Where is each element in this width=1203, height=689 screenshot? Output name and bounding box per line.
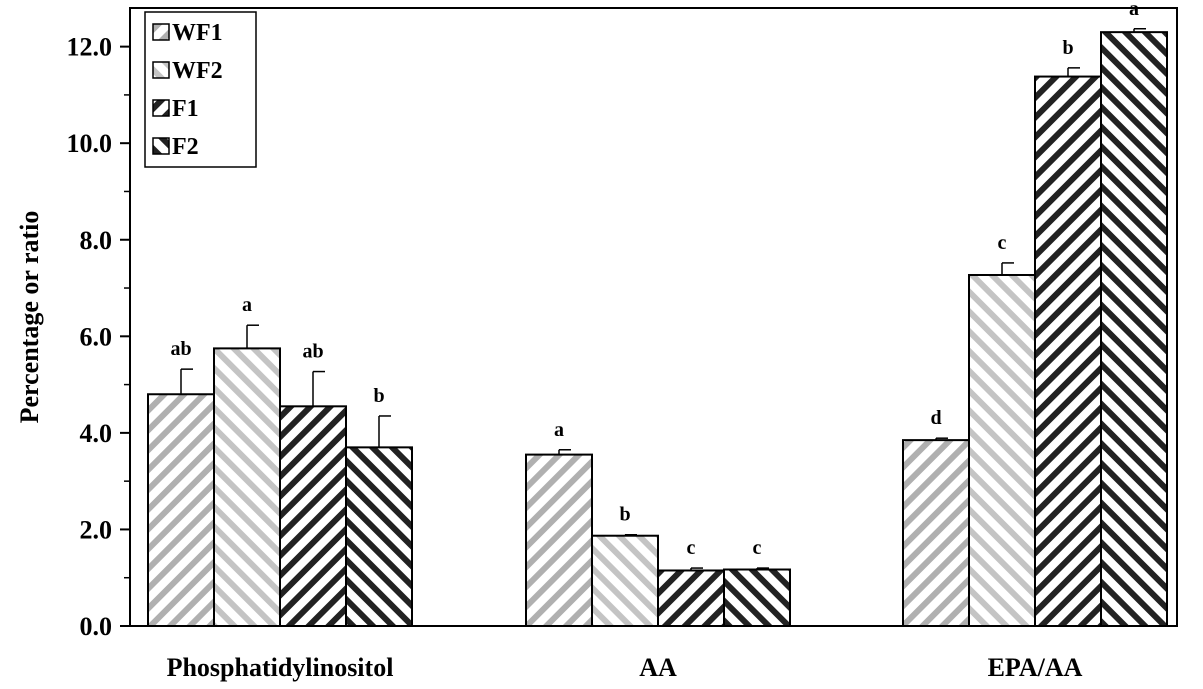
y-tick-label: 12.0 (67, 33, 113, 62)
significance-label: b (619, 504, 630, 526)
legend-label-f1: F1 (172, 96, 199, 122)
significance-label: ab (302, 341, 323, 363)
bar-f1-1 (657, 569, 725, 627)
significance-label: d (930, 407, 941, 429)
bars (147, 31, 1168, 627)
y-tick-label: 0.0 (80, 612, 113, 641)
legend-swatch-f1 (152, 99, 170, 117)
legend-swatch-wf1 (152, 23, 170, 41)
bar-wf1-1 (525, 453, 593, 627)
bar-wf2-2 (968, 273, 1036, 627)
bar-f2-2 (1100, 31, 1168, 627)
y-tick-label: 4.0 (80, 419, 113, 448)
y-axis-title: Percentage or ratio (15, 211, 44, 424)
y-tick-label: 6.0 (80, 322, 113, 351)
error-bars (180, 28, 1146, 571)
legend-label-wf1: WF1 (172, 20, 223, 46)
bar-wf2-1 (591, 534, 659, 627)
significance-label: c (753, 537, 762, 559)
bar-f2-0 (345, 446, 413, 627)
bar-f1-2 (1034, 75, 1102, 627)
significance-label: c (998, 232, 1007, 254)
bar-f1-0 (279, 405, 347, 627)
significance-label: a (1129, 0, 1139, 20)
y-axis: 0.0 2.0 4.0 6.0 8.0 10.0 12.0 (67, 33, 130, 641)
bar-wf1-0 (147, 393, 215, 627)
significance-label: a (554, 419, 564, 441)
legend: WF1 WF2 F1 F2 (144, 11, 257, 168)
legend-swatch-wf2 (152, 61, 170, 79)
category-label: Phosphatidylinositol (167, 653, 394, 682)
x-axis: Phosphatidylinositol AA EPA/AA (167, 653, 1083, 682)
significance-label: a (242, 294, 252, 316)
legend-swatch-f2 (152, 137, 170, 155)
significance-label: b (1062, 37, 1073, 59)
y-tick-label: 2.0 (80, 515, 113, 544)
significance-label: c (687, 537, 696, 559)
bar-wf1-2 (902, 439, 970, 627)
legend-label-wf2: WF2 (172, 58, 223, 84)
category-label: EPA/AA (988, 653, 1083, 682)
legend-label-f2: F2 (172, 134, 199, 160)
bar-wf2-0 (213, 347, 281, 627)
significance-label: ab (170, 338, 191, 360)
bar-f2-1 (723, 568, 791, 627)
significance-label: b (373, 385, 384, 407)
y-tick-label: 10.0 (67, 129, 113, 158)
y-tick-label: 8.0 (80, 226, 113, 255)
category-label: AA (639, 653, 677, 682)
